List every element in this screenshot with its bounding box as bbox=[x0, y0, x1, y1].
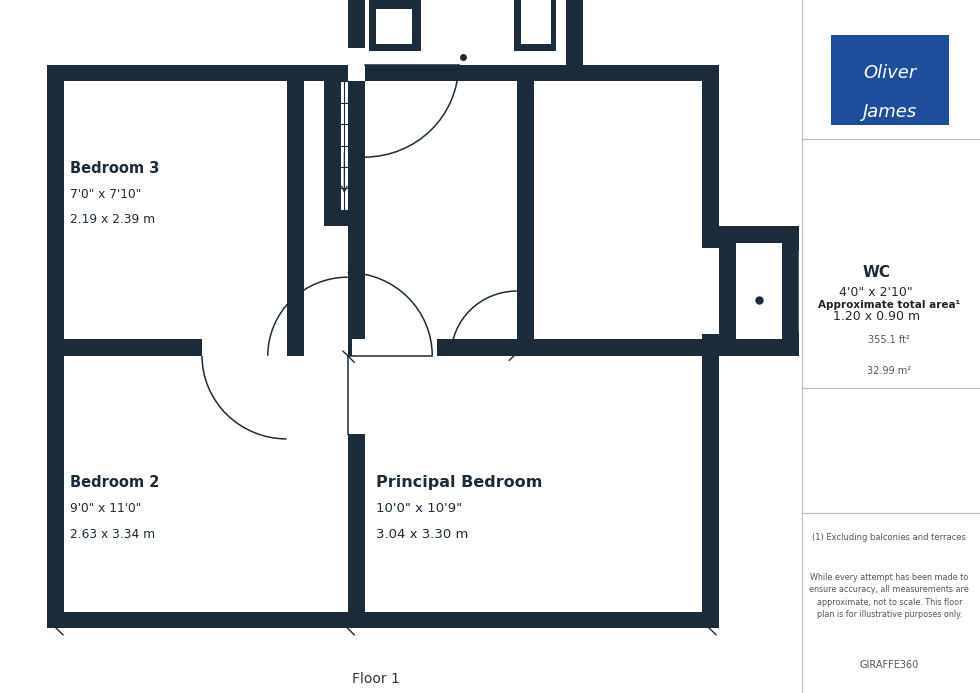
Bar bbox=[514, 0, 557, 51]
Bar bbox=[348, 356, 365, 435]
Bar bbox=[202, 339, 286, 356]
Bar bbox=[348, 339, 365, 612]
Bar bbox=[736, 243, 782, 339]
Bar bbox=[513, 356, 529, 421]
Text: 7'0" x 7'10": 7'0" x 7'10" bbox=[71, 188, 142, 200]
Text: Floor 1: Floor 1 bbox=[352, 672, 400, 686]
Text: 1.20 x 0.90 m: 1.20 x 0.90 m bbox=[833, 310, 920, 323]
Bar bbox=[324, 81, 341, 227]
Bar bbox=[47, 64, 64, 629]
Bar bbox=[348, 48, 365, 81]
Bar bbox=[47, 612, 718, 629]
Text: GIRAFFE360: GIRAFFE360 bbox=[859, 660, 919, 670]
Bar bbox=[365, 0, 565, 64]
Bar bbox=[353, 339, 437, 356]
Bar bbox=[64, 81, 702, 612]
Text: 2.19 x 2.39 m: 2.19 x 2.39 m bbox=[71, 213, 156, 227]
Bar bbox=[348, 339, 516, 356]
FancyBboxPatch shape bbox=[798, 246, 955, 336]
Text: 10'0" x 10'9": 10'0" x 10'9" bbox=[376, 502, 462, 515]
Text: While every attempt has been made to
ensure accuracy, all measurements are
appro: While every attempt has been made to ens… bbox=[809, 572, 969, 620]
Bar bbox=[565, 0, 582, 81]
Text: 3.04 x 3.30 m: 3.04 x 3.30 m bbox=[376, 527, 468, 541]
Bar bbox=[702, 64, 718, 629]
Bar bbox=[64, 339, 286, 356]
Text: Principal Bedroom: Principal Bedroom bbox=[376, 475, 542, 490]
Text: Oliver: Oliver bbox=[863, 64, 917, 82]
Bar bbox=[831, 35, 950, 125]
Text: 9'0" x 11'0": 9'0" x 11'0" bbox=[71, 502, 142, 515]
Bar bbox=[348, 81, 365, 356]
Text: Bedroom 2: Bedroom 2 bbox=[71, 475, 160, 490]
Bar bbox=[782, 227, 799, 356]
Bar bbox=[736, 227, 799, 243]
Bar bbox=[516, 339, 702, 356]
Bar bbox=[520, 0, 551, 44]
Bar bbox=[286, 81, 304, 356]
Bar bbox=[718, 227, 736, 356]
Bar bbox=[348, 0, 365, 81]
Text: (1) Excluding balconies and terraces: (1) Excluding balconies and terraces bbox=[812, 533, 966, 541]
Text: 2.63 x 3.34 m: 2.63 x 3.34 m bbox=[71, 527, 156, 541]
Text: 4'0" x 2'10": 4'0" x 2'10" bbox=[839, 286, 913, 299]
Bar bbox=[369, 0, 421, 51]
Text: James: James bbox=[863, 103, 917, 121]
Bar bbox=[47, 64, 718, 81]
Text: Approximate total area¹: Approximate total area¹ bbox=[818, 300, 960, 310]
Bar bbox=[736, 339, 799, 356]
Bar bbox=[702, 247, 718, 335]
Text: Bedroom 3: Bedroom 3 bbox=[71, 161, 160, 175]
Text: WC: WC bbox=[862, 265, 890, 279]
Text: 32.99 m²: 32.99 m² bbox=[867, 366, 911, 376]
Bar bbox=[516, 81, 534, 356]
Text: 355.1 ft²: 355.1 ft² bbox=[868, 335, 910, 344]
Bar bbox=[376, 9, 412, 44]
Bar bbox=[324, 210, 348, 227]
